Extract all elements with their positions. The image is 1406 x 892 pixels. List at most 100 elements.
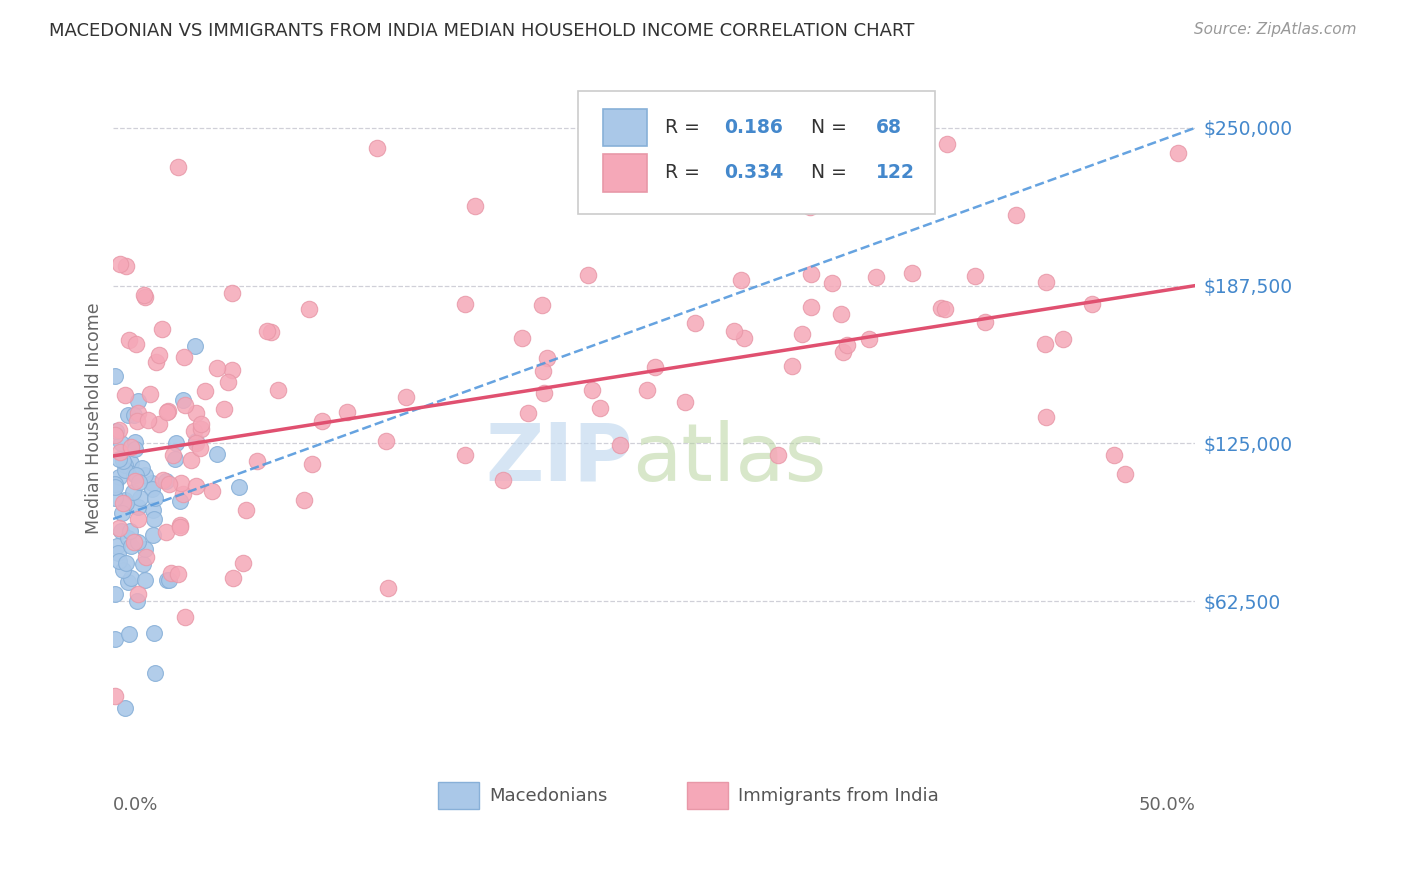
Point [120,456,142,470]
Point [228,479,250,493]
Point [581,383,603,397]
Point [1005,208,1028,222]
Point [145,355,167,369]
Text: ZIP: ZIP [485,420,633,498]
Point [377,582,399,596]
Point [150,322,173,336]
Point [683,316,706,330]
Point [105,425,128,439]
Point [221,285,243,300]
Point [292,492,315,507]
Point [125,336,148,351]
Point [125,468,148,483]
Point [184,434,207,448]
Point [112,564,135,578]
Point [173,351,195,365]
Point [156,573,179,587]
Point [609,438,631,452]
Point [112,496,135,510]
Point [169,493,191,508]
Point [104,477,127,491]
Point [104,632,127,647]
Point [165,436,187,450]
Point [673,394,696,409]
Point [134,289,156,303]
Point [733,331,755,345]
Text: MACEDONIAN VS IMMIGRANTS FROM INDIA MEDIAN HOUSEHOLD INCOME CORRELATION CHART: MACEDONIAN VS IMMIGRANTS FROM INDIA MEDI… [49,22,914,40]
Point [124,467,146,482]
Point [165,452,187,467]
Point [155,474,177,488]
Point [136,413,159,427]
Point [536,351,558,366]
Point [935,137,957,152]
Point [134,467,156,482]
Point [132,557,155,571]
Text: atlas: atlas [633,420,827,498]
Point [139,387,162,401]
Text: 68: 68 [876,118,901,136]
Point [366,141,388,155]
Point [311,414,333,428]
Point [259,325,281,339]
Point [934,302,956,317]
Point [104,587,127,601]
Bar [603,154,647,192]
Point [134,573,156,587]
Point [201,484,224,499]
Point [142,625,165,640]
Point [973,316,995,330]
Point [180,452,202,467]
Text: Immigrants from India: Immigrants from India [738,787,939,805]
Point [114,388,136,402]
Point [122,534,145,549]
Point [730,273,752,287]
Point [221,362,243,376]
Point [963,269,986,284]
Point [865,269,887,284]
Point [148,349,170,363]
Text: R =: R = [665,118,706,136]
Text: 50.0%: 50.0% [1139,797,1195,814]
Point [124,408,146,422]
Point [184,435,207,450]
Point [172,487,194,501]
Point [256,324,278,338]
Point [232,556,254,570]
Point [491,473,513,487]
Point [183,424,205,438]
Point [162,449,184,463]
Point [205,360,228,375]
Point [530,298,553,312]
Point [207,446,229,460]
Point [190,417,212,432]
Point [134,549,156,564]
Point [1035,276,1057,290]
Point [1102,448,1125,462]
Point [510,331,533,345]
Point [127,511,149,525]
Point [107,554,129,568]
Point [115,259,138,273]
Point [134,288,156,302]
Point [454,448,477,462]
Point [188,442,211,456]
Point [117,409,139,423]
Bar [437,782,479,809]
Point [114,458,136,472]
Point [129,491,152,506]
Point [395,390,418,404]
Point [517,406,540,420]
Point [901,266,924,280]
Point [104,428,127,442]
Point [235,502,257,516]
Point [155,525,177,540]
Point [217,375,239,389]
Point [115,496,138,510]
Bar [603,109,647,146]
Point [127,587,149,601]
Point [157,574,180,588]
Point [107,470,129,484]
Point [212,401,235,416]
Text: Source: ZipAtlas.com: Source: ZipAtlas.com [1194,22,1357,37]
